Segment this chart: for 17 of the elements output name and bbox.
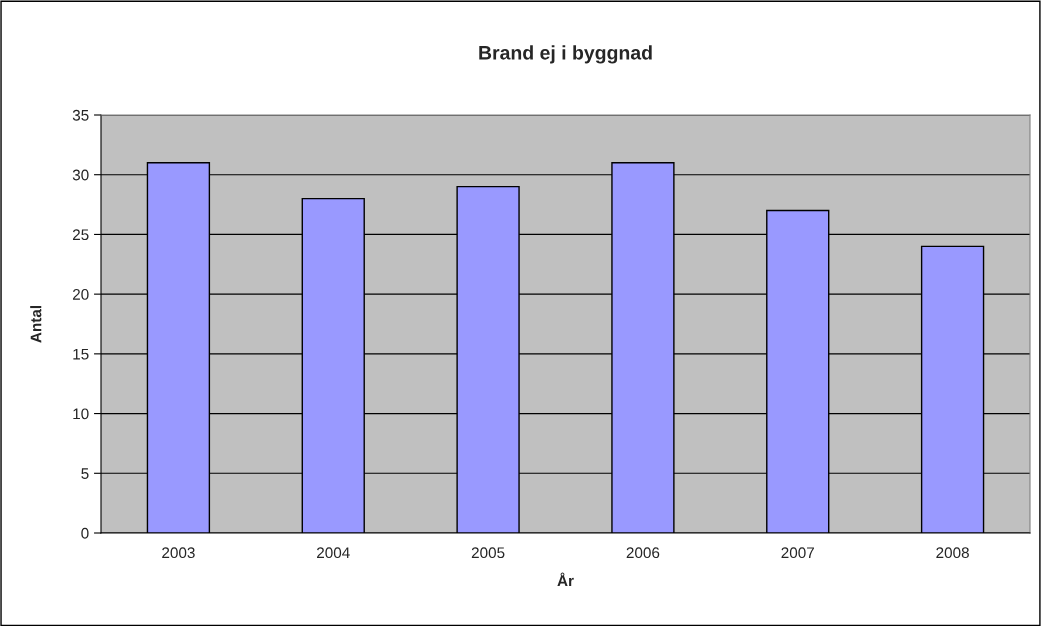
x-tick-label: 2004 bbox=[317, 547, 350, 559]
y-tick-label: 0 bbox=[81, 527, 89, 539]
y-tick-label: 20 bbox=[72, 289, 89, 300]
x-axis-title: År bbox=[557, 572, 574, 587]
y-tick-label: 5 bbox=[81, 468, 89, 479]
y-axis-title: Antal bbox=[30, 305, 42, 343]
x-tick-label: 2006 bbox=[626, 547, 660, 559]
y-tick-label: 30 bbox=[72, 169, 89, 181]
y-tick-label: 10 bbox=[73, 408, 89, 420]
chart-title: Brand ej i byggnad bbox=[479, 45, 652, 64]
x-tick-label: 2008 bbox=[936, 547, 969, 559]
y-tick-label: 25 bbox=[72, 229, 89, 241]
y-tick-label: 35 bbox=[72, 109, 89, 121]
x-tick-label: 2007 bbox=[781, 547, 814, 559]
y-tick-label: 15 bbox=[73, 348, 89, 360]
x-tick-label: 2005 bbox=[471, 547, 505, 559]
x-tick-label: 2003 bbox=[162, 547, 195, 559]
